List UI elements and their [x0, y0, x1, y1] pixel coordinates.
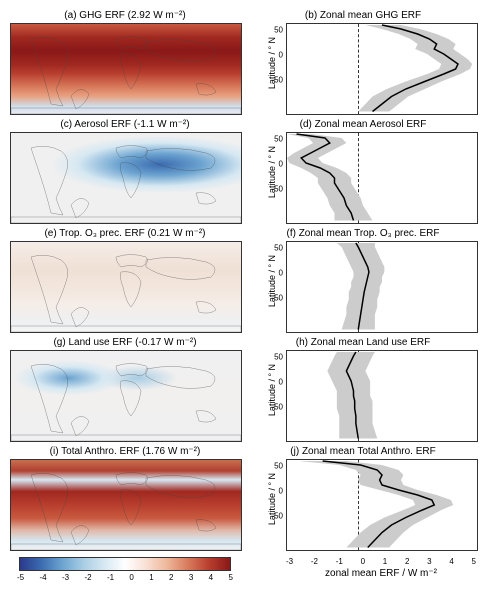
map-panel: (a) GHG ERF (2.92 W m⁻²) — [10, 10, 240, 115]
zonal-panel: (j) Zonal mean Total Anthro. ERFLatitude… — [248, 446, 478, 551]
colorbar-tick: -2 — [84, 573, 91, 582]
ytick: 0 — [268, 51, 283, 60]
ytick: -50 — [268, 185, 283, 194]
colorbar-tick: -3 — [62, 573, 69, 582]
ytick: 0 — [268, 160, 283, 169]
ytick: -50 — [268, 403, 283, 412]
zonal-panel: (f) Zonal mean Trop. O₃ prec. ERFLatitud… — [248, 228, 478, 333]
xtick: 0 — [361, 557, 365, 566]
xtick: 4 — [449, 557, 453, 566]
xtick: -1 — [336, 557, 343, 566]
world-map — [10, 350, 242, 442]
colorbar-tick: 1 — [149, 573, 153, 582]
zonal-title: (j) Zonal mean Total Anthro. ERF — [248, 446, 478, 457]
ytick: 50 — [268, 462, 283, 471]
ytick: -50 — [268, 294, 283, 303]
map-title: (e) Trop. O₃ prec. ERF (0.21 W m⁻²) — [10, 228, 240, 239]
xtick: 5 — [472, 557, 476, 566]
colorbar-tick: 3 — [189, 573, 193, 582]
colorbar-tick: 0 — [129, 573, 133, 582]
map-title: (g) Land use ERF (-0.17 W m⁻²) — [10, 337, 240, 348]
colorbar: -5 -4 -3 -2 -1 0 1 2 3 4 5 — [10, 557, 240, 582]
ytick: -50 — [268, 76, 283, 85]
zonal-plot — [286, 241, 478, 333]
zonal-xaxis: -3 -2 -1 0 1 2 3 4 5 zonal mean ERF / W m⁻² — [248, 557, 478, 582]
map-panel: (e) Trop. O₃ prec. ERF (0.21 W m⁻²) — [10, 228, 240, 333]
world-map — [10, 241, 242, 333]
zonal-plot — [286, 459, 478, 551]
xtick: 1 — [383, 557, 387, 566]
ytick: 50 — [268, 244, 283, 253]
map-title: (c) Aerosol ERF (-1.1 W m⁻²) — [10, 119, 240, 130]
uncertainty-band — [327, 352, 377, 439]
zonal-title: (f) Zonal mean Trop. O₃ prec. ERF — [248, 228, 478, 239]
ytick: 0 — [268, 487, 283, 496]
zonal-panel: (b) Zonal mean GHG ERFLatitude / ° N500-… — [248, 10, 478, 115]
zonal-title: (b) Zonal mean GHG ERF — [248, 10, 478, 21]
zonal-panel: (h) Zonal mean Land use ERFLatitude / ° … — [248, 337, 478, 442]
zonal-plot — [286, 350, 478, 442]
colorbar-tick: 2 — [169, 573, 173, 582]
zonal-plot — [286, 132, 478, 224]
ytick: 50 — [268, 26, 283, 35]
map-panel: (i) Total Anthro. ERF (1.76 W m⁻²) — [10, 446, 240, 551]
map-panel: (g) Land use ERF (-0.17 W m⁻²) — [10, 337, 240, 442]
xtick: 3 — [427, 557, 431, 566]
colorbar-tick: -5 — [17, 573, 24, 582]
map-title: (i) Total Anthro. ERF (1.76 W m⁻²) — [10, 446, 240, 457]
zonal-title: (h) Zonal mean Land use ERF — [248, 337, 478, 348]
xtick: -3 — [286, 557, 293, 566]
world-map — [10, 132, 242, 224]
xtick: -2 — [311, 557, 318, 566]
ytick: 0 — [268, 378, 283, 387]
zonal-plot — [286, 23, 478, 115]
colorbar-tick: -4 — [39, 573, 46, 582]
ytick: 50 — [268, 135, 283, 144]
uncertainty-band — [287, 134, 373, 221]
world-map — [10, 459, 242, 551]
world-map — [10, 23, 242, 115]
colorbar-tick: 4 — [209, 573, 213, 582]
map-title: (a) GHG ERF (2.92 W m⁻²) — [10, 10, 240, 21]
xtick: 2 — [405, 557, 409, 566]
ytick: -50 — [268, 512, 283, 521]
xaxis-label: zonal mean ERF / W m⁻² — [286, 568, 476, 579]
zonal-panel: (d) Zonal mean Aerosol ERFLatitude / ° N… — [248, 119, 478, 224]
colorbar-tick: 5 — [228, 573, 232, 582]
uncertainty-band — [299, 461, 453, 548]
uncertainty-band — [358, 25, 472, 112]
zonal-title: (d) Zonal mean Aerosol ERF — [248, 119, 478, 130]
ytick: 0 — [268, 269, 283, 278]
map-panel: (c) Aerosol ERF (-1.1 W m⁻²) — [10, 119, 240, 224]
colorbar-tick: -1 — [107, 573, 114, 582]
ytick: 50 — [268, 353, 283, 362]
